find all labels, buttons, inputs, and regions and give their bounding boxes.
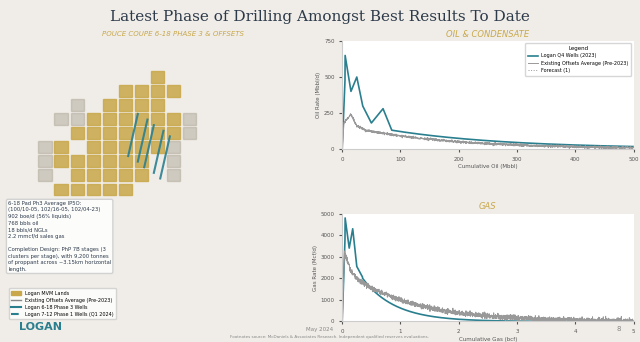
Title: OIL & CONDENSATE: OIL & CONDENSATE (446, 30, 529, 39)
Bar (150, 100, 164, 111)
Bar (118, 86, 132, 97)
Text: Footnotes source: McDaniels & Associates Research. Independent qualified reserve: Footnotes source: McDaniels & Associates… (230, 334, 429, 339)
Bar (118, 184, 132, 195)
Bar (150, 142, 164, 153)
Bar (86, 142, 100, 153)
Bar (70, 114, 84, 125)
Bar (102, 114, 116, 125)
Bar (70, 184, 84, 195)
Bar (134, 170, 148, 181)
Bar (86, 156, 100, 167)
Text: 8: 8 (616, 326, 621, 332)
Legend: Logan MVM Lands, Existing Offsets Average (Pre-2023), Logan 6-18 Phase 3 Wells, : Logan MVM Lands, Existing Offsets Averag… (9, 288, 116, 319)
Bar (118, 100, 132, 111)
Bar (54, 184, 68, 195)
Bar (166, 156, 180, 167)
Title: GAS: GAS (479, 202, 497, 211)
Text: Latest Phase of Drilling Amongst Best Results To Date: Latest Phase of Drilling Amongst Best Re… (110, 10, 530, 24)
X-axis label: Cumulative Gas (bcf): Cumulative Gas (bcf) (459, 337, 517, 342)
Bar (134, 100, 148, 111)
Bar (70, 156, 84, 167)
Bar (102, 128, 116, 139)
Bar (134, 86, 148, 97)
Bar (102, 100, 116, 111)
Text: May 2024: May 2024 (307, 327, 333, 332)
Bar (182, 114, 196, 125)
Bar (166, 114, 180, 125)
Bar (118, 170, 132, 181)
Bar (54, 156, 68, 167)
Bar (134, 142, 148, 153)
Bar (70, 170, 84, 181)
Bar (166, 142, 180, 153)
Bar (166, 128, 180, 139)
Bar (86, 114, 100, 125)
Y-axis label: Oil Rate (Mbbl/d): Oil Rate (Mbbl/d) (316, 72, 321, 118)
Bar (86, 170, 100, 181)
X-axis label: Cumulative Oil (Mbbl): Cumulative Oil (Mbbl) (458, 164, 518, 169)
Y-axis label: Gas Rate (Mcf/d): Gas Rate (Mcf/d) (313, 245, 318, 291)
Text: LOGAN: LOGAN (19, 322, 62, 332)
Text: 6-18 Pad Ph3 Average IP5O:
(100/10-05, 102/16-05, 102/04-23)
902 boe/d (56% liqu: 6-18 Pad Ph3 Average IP5O: (100/10-05, 1… (8, 201, 111, 272)
Bar (182, 128, 196, 139)
Bar (102, 156, 116, 167)
Bar (150, 86, 164, 97)
Bar (150, 71, 164, 83)
Bar (150, 128, 164, 139)
Bar (102, 170, 116, 181)
Bar (134, 156, 148, 167)
Bar (150, 114, 164, 125)
Bar (38, 156, 52, 167)
Bar (118, 128, 132, 139)
Bar (38, 142, 52, 153)
Bar (118, 142, 132, 153)
Bar (134, 128, 148, 139)
Bar (86, 128, 100, 139)
Legend: Logan Q4 Wells (2023), Existing Offsets Average (Pre-2023), Forecast (1): Logan Q4 Wells (2023), Existing Offsets … (525, 43, 631, 76)
Bar (118, 114, 132, 125)
Bar (54, 114, 68, 125)
Bar (118, 156, 132, 167)
Bar (54, 142, 68, 153)
Bar (70, 128, 84, 139)
Bar (166, 170, 180, 181)
Bar (102, 142, 116, 153)
Bar (86, 184, 100, 195)
Bar (102, 184, 116, 195)
Bar (166, 86, 180, 97)
Text: POUCE COUPE 6-18 PHASE 3 & OFFSETS: POUCE COUPE 6-18 PHASE 3 & OFFSETS (102, 31, 244, 37)
Bar (134, 114, 148, 125)
Bar (70, 100, 84, 111)
Bar (38, 170, 52, 181)
